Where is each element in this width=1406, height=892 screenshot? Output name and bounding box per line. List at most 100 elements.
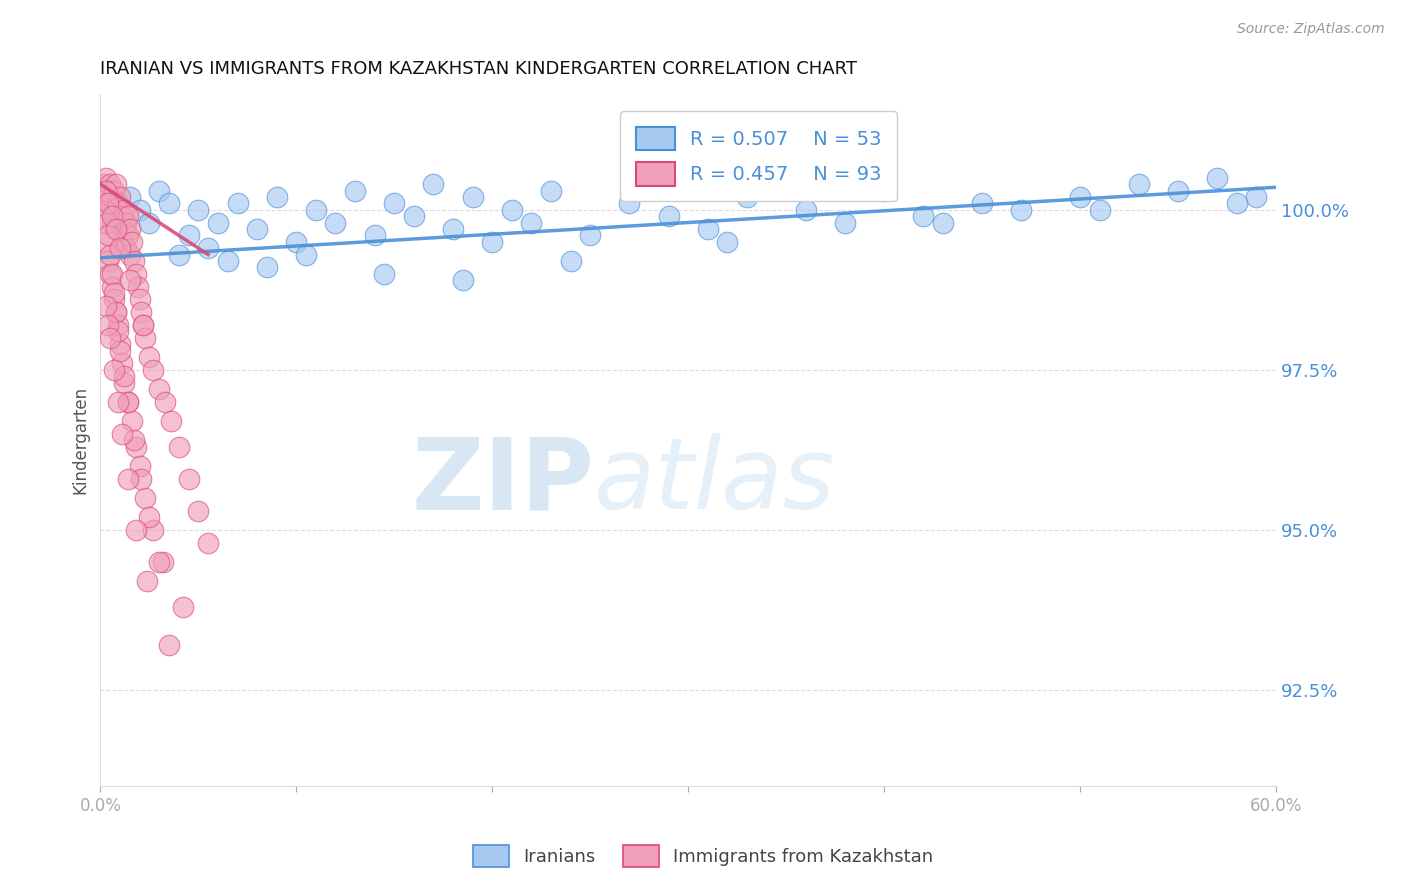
Point (363, 228, 385, 243)
Point (153, 395, 176, 409)
Point (121, 235, 143, 249)
Point (103, 184, 125, 198)
Point (177, 472, 200, 486)
Point (160, 414, 183, 428)
Point (619, 196, 641, 211)
Point (93, 177, 115, 191)
Point (124, 523, 146, 537)
Point (96, 170, 118, 185)
Point (96, 215, 118, 229)
Point (103, 293, 125, 307)
Point (834, 215, 856, 229)
Point (132, 318, 155, 332)
Point (1069, 190, 1091, 204)
Point (112, 202, 135, 217)
Point (520, 215, 543, 229)
Point (970, 196, 993, 211)
Point (108, 215, 131, 229)
Point (105, 177, 128, 191)
Legend: R = 0.507    N = 53, R = 0.457    N = 93: R = 0.507 N = 53, R = 0.457 N = 93 (620, 112, 897, 202)
Point (117, 209, 139, 223)
Point (111, 235, 134, 249)
Point (142, 523, 165, 537)
Point (108, 343, 131, 358)
Point (325, 215, 347, 229)
Point (107, 222, 129, 236)
Point (266, 190, 288, 204)
Point (136, 574, 159, 589)
Point (157, 196, 180, 211)
Point (1226, 196, 1249, 211)
Point (197, 535, 219, 549)
Point (540, 184, 562, 198)
Point (103, 363, 125, 377)
Point (97, 318, 120, 332)
Point (441, 222, 464, 236)
Point (112, 222, 135, 236)
Point (107, 318, 129, 332)
Point (344, 184, 367, 198)
Point (122, 254, 145, 268)
Point (226, 196, 249, 211)
Point (97, 254, 120, 268)
Point (124, 267, 146, 281)
Point (107, 325, 129, 339)
Point (107, 395, 129, 409)
Point (97, 184, 120, 198)
Point (197, 241, 219, 255)
Point (128, 458, 150, 473)
Point (108, 190, 131, 204)
Legend: Iranians, Immigrants from Kazakhstan: Iranians, Immigrants from Kazakhstan (465, 838, 941, 874)
Point (117, 228, 139, 243)
Point (501, 202, 523, 217)
Point (103, 285, 125, 300)
Point (117, 472, 139, 486)
Point (117, 395, 139, 409)
Point (295, 247, 318, 261)
Point (157, 638, 180, 652)
Point (402, 209, 425, 223)
Point (101, 209, 124, 223)
Point (118, 190, 141, 204)
Point (131, 305, 153, 319)
Point (118, 273, 141, 287)
Point (132, 318, 155, 332)
Point (1246, 190, 1268, 204)
Point (134, 331, 156, 345)
Point (177, 228, 200, 243)
Text: IRANIAN VS IMMIGRANTS FROM KAZAKHSTAN KINDERGARTEN CORRELATION CHART: IRANIAN VS IMMIGRANTS FROM KAZAKHSTAN KI… (100, 60, 858, 78)
Point (1128, 177, 1150, 191)
Point (1010, 202, 1032, 217)
Y-axis label: Kindergarten: Kindergarten (72, 386, 89, 494)
Point (932, 215, 955, 229)
Point (305, 202, 328, 217)
Point (167, 440, 190, 454)
Point (560, 254, 582, 268)
Point (187, 504, 209, 518)
Text: atlas: atlas (595, 434, 835, 530)
Point (1088, 202, 1111, 217)
Point (422, 177, 444, 191)
Point (873, 184, 896, 198)
Point (128, 293, 150, 307)
Point (105, 305, 128, 319)
Text: Source: ZipAtlas.com: Source: ZipAtlas.com (1237, 22, 1385, 37)
Point (101, 215, 124, 229)
Point (148, 382, 170, 396)
Point (96, 190, 118, 204)
Point (96, 299, 118, 313)
Point (107, 196, 129, 211)
Point (912, 209, 935, 223)
Point (98, 177, 121, 191)
Point (134, 491, 156, 505)
Point (138, 510, 160, 524)
Point (98, 247, 121, 261)
Point (172, 599, 194, 614)
Point (382, 196, 405, 211)
Point (101, 279, 124, 293)
Point (716, 235, 738, 249)
Point (373, 267, 395, 281)
Point (105, 305, 128, 319)
Point (101, 190, 124, 204)
Point (142, 363, 165, 377)
